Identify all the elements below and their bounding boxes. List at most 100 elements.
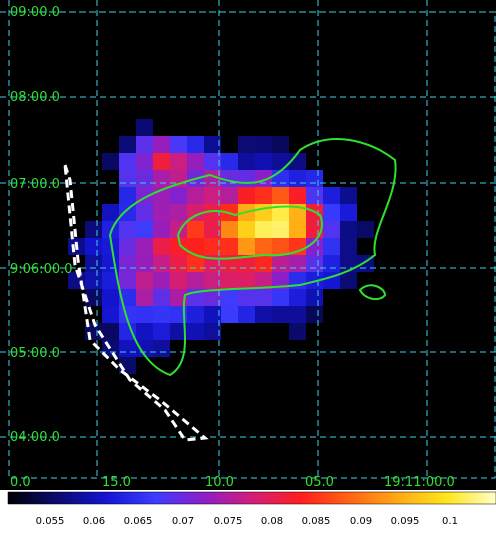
heatmap-pixel (85, 238, 102, 255)
x-ray-image-plot: 09:00.0 08:00.0 07:00.0 9:06:00.0 05:00.… (0, 0, 496, 490)
heatmap-pixel (153, 323, 170, 340)
heatmap-pixel (272, 289, 289, 306)
heatmap-pixel (306, 306, 323, 323)
grid-frame (8, 11, 496, 479)
colorbar-tick-label: 0.055 (36, 516, 65, 527)
ra-label: 10.0 (205, 475, 234, 490)
ra-axis-labels: 0.0 15.0 10.0 05.0 19:11:00.0 (10, 475, 455, 490)
heatmap-pixel (204, 323, 221, 340)
heatmap-pixel (340, 255, 357, 272)
heatmap-pixel (136, 289, 153, 306)
heatmap-pixel (85, 255, 102, 272)
heatmap-pixel (102, 204, 119, 221)
heatmap-pixel (238, 238, 255, 255)
heatmap-pixel (170, 238, 187, 255)
heatmap-pixel (289, 255, 306, 272)
heatmap-pixel (221, 187, 238, 204)
heatmap-pixel (306, 187, 323, 204)
heatmap-pixel (255, 272, 272, 289)
heatmap-pixel (119, 153, 136, 170)
heatmap-pixel (153, 136, 170, 153)
heatmap-pixel (85, 289, 102, 306)
heatmap-pixel (221, 238, 238, 255)
heatmap-pixel (238, 153, 255, 170)
heatmap-pixel (323, 238, 340, 255)
heatmap-pixel (187, 221, 204, 238)
heatmap-pixel (238, 272, 255, 289)
heatmap-pixel (136, 204, 153, 221)
coordinate-grid (0, 0, 496, 480)
heatmap-pixel (272, 238, 289, 255)
heatmap-pixel (136, 306, 153, 323)
contour-line (358, 284, 387, 301)
heatmap-pixel (340, 272, 357, 289)
heatmap-pixel (119, 204, 136, 221)
contour-line (108, 138, 397, 377)
heatmap-pixel (289, 187, 306, 204)
heatmap-pixel (170, 306, 187, 323)
heatmap-pixel (323, 255, 340, 272)
heatmap-pixel (323, 187, 340, 204)
ra-label: 05.0 (305, 475, 334, 490)
heatmap-pixel (119, 221, 136, 238)
heatmap-pixel (136, 221, 153, 238)
heatmap-pixel (323, 221, 340, 238)
heatmap-pixel (255, 306, 272, 323)
heatmap-pixel (119, 170, 136, 187)
heatmap-pixel (238, 306, 255, 323)
heatmap-pixel (85, 221, 102, 238)
heatmap-pixel (204, 289, 221, 306)
heatmap-pixel (238, 136, 255, 153)
heatmap-pixel (187, 323, 204, 340)
heatmap-pixel (136, 170, 153, 187)
heatmap-pixel (255, 221, 272, 238)
heatmap-pixel (204, 204, 221, 221)
heatmap-pixel (221, 289, 238, 306)
heatmap-pixel (238, 289, 255, 306)
emission-heatmap (68, 119, 374, 374)
heatmap-pixel (221, 153, 238, 170)
heatmap-pixel (204, 153, 221, 170)
region-polygon (63, 164, 209, 442)
contour-lines (108, 138, 397, 377)
heatmap-pixel (306, 255, 323, 272)
colorbar-ticks: 0.055 0.06 0.065 0.07 0.075 0.08 0.085 0… (36, 516, 458, 527)
ra-label: 15.0 (102, 475, 131, 490)
heatmap-pixel (170, 153, 187, 170)
heatmap-pixel (153, 204, 170, 221)
heatmap-pixel (136, 255, 153, 272)
heatmap-pixel (289, 306, 306, 323)
region-outline (63, 164, 209, 442)
heatmap-pixel (170, 289, 187, 306)
colorbar: 0.055 0.06 0.065 0.07 0.075 0.08 0.085 0… (7, 491, 496, 527)
heatmap-pixel (272, 255, 289, 272)
heatmap-pixel (102, 272, 119, 289)
heatmap-pixel (170, 323, 187, 340)
heatmap-pixel (306, 289, 323, 306)
heatmap-pixel (204, 187, 221, 204)
heatmap-pixel (204, 272, 221, 289)
colorbar-tick-label: 0.06 (83, 516, 105, 527)
heatmap-pixel (102, 238, 119, 255)
dec-label: 09:00.0 (10, 5, 60, 20)
heatmap-pixel (221, 272, 238, 289)
heatmap-pixel (306, 170, 323, 187)
heatmap-pixel (255, 170, 272, 187)
heatmap-pixel (306, 238, 323, 255)
heatmap-pixel (323, 204, 340, 221)
colorbar-tick-label: 0.09 (350, 516, 372, 527)
heatmap-pixel (255, 136, 272, 153)
heatmap-pixel (119, 255, 136, 272)
colorbar-tick-label: 0.08 (261, 516, 283, 527)
heatmap-pixel (272, 272, 289, 289)
heatmap-pixel (136, 272, 153, 289)
heatmap-pixel (340, 187, 357, 204)
heatmap-pixel (272, 153, 289, 170)
heatmap-pixel (272, 204, 289, 221)
heatmap-pixel (255, 255, 272, 272)
heatmap-pixel (204, 136, 221, 153)
heatmap-pixel (255, 204, 272, 221)
heatmap-pixel (289, 289, 306, 306)
heatmap-pixel (221, 221, 238, 238)
heatmap-pixel (153, 340, 170, 357)
